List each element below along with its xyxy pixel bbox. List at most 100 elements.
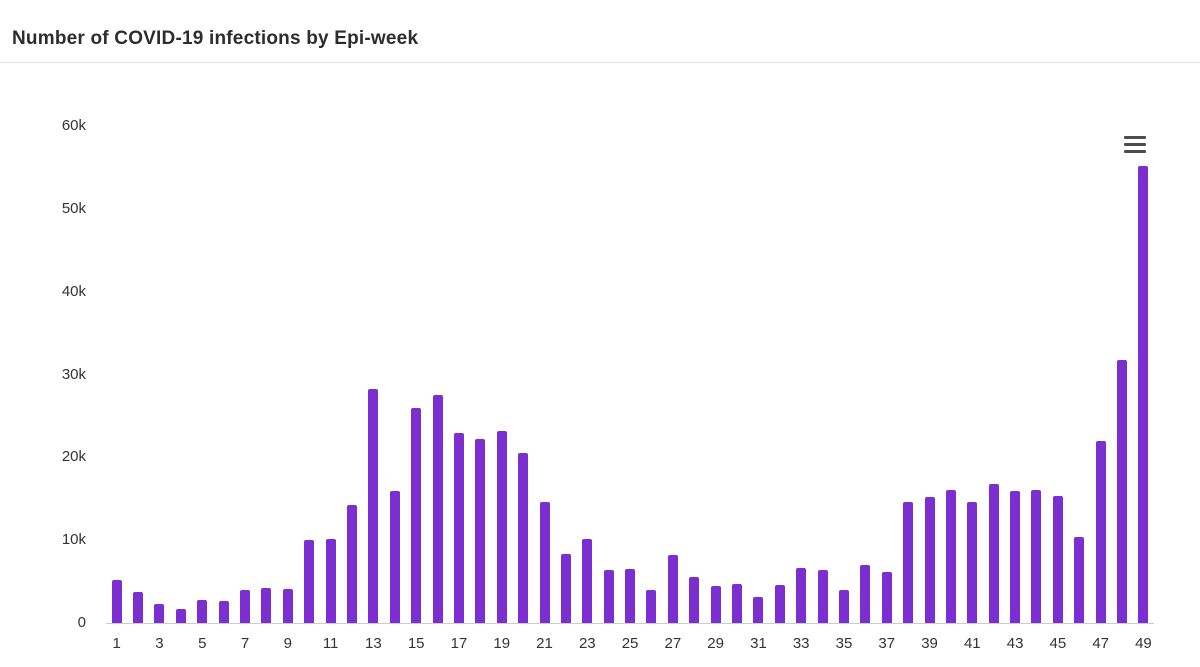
bar-week-26[interactable] [646,589,657,623]
bar-week-14[interactable] [389,491,400,623]
bar-slot [470,126,491,623]
bar-week-5[interactable] [197,599,208,623]
x-tick-label: 15 [407,635,425,652]
bar-week-13[interactable] [368,389,379,623]
x-tick-label [127,635,148,652]
chart-context-menu-button[interactable] [1124,136,1146,153]
bar-week-25[interactable] [625,569,636,623]
x-tick-label [983,635,1004,652]
bar-week-9[interactable] [282,589,293,623]
bar-week-36[interactable] [860,565,871,623]
bar-slot [127,126,148,623]
bar-week-42[interactable] [988,483,999,623]
x-tick-label [769,635,790,652]
bar-slot [1090,126,1111,623]
bar-week-6[interactable] [218,601,229,623]
hamburger-icon [1124,143,1146,146]
bar-slot [1069,126,1090,623]
x-tick-label: 43 [1006,635,1024,652]
bar-week-10[interactable] [304,540,315,623]
y-tick-label: 30k [61,365,86,383]
x-tick-label [940,635,961,652]
bar-week-18[interactable] [475,439,486,623]
x-tick-label [1111,635,1132,652]
x-tick-label [512,635,533,652]
bar-week-34[interactable] [817,570,828,623]
y-tick-label: 10k [61,531,86,549]
x-tick-label [598,635,619,652]
bar-week-29[interactable] [710,585,721,623]
bar-week-21[interactable] [539,502,550,623]
bar-slot [320,126,341,623]
bar-week-22[interactable] [560,554,571,623]
x-tick-label [170,635,191,652]
bar-week-44[interactable] [1031,489,1042,623]
bar-slot [1133,126,1154,623]
bar-week-38[interactable] [903,502,914,623]
bar-week-41[interactable] [967,502,978,623]
bar-week-45[interactable] [1052,496,1063,623]
bar-week-35[interactable] [838,589,849,623]
x-tick-label [1026,635,1047,652]
bar-slot [619,126,640,623]
bar-week-47[interactable] [1095,440,1106,623]
x-tick-label: 41 [963,635,981,652]
bar-slot [341,126,362,623]
bar-week-39[interactable] [924,497,935,623]
x-tick-label [256,635,277,652]
bar-week-4[interactable] [175,608,186,623]
covid-bar-chart: 0 10k 20k 30k 40k 50k 60k 1 3 5 7 9 11 13 15 17 19 21 23 2… [0,63,1200,667]
bar-week-27[interactable] [667,555,678,623]
bar-week-40[interactable] [945,490,956,623]
bar-week-37[interactable] [881,571,892,623]
bar-slot [962,126,983,623]
bar-week-28[interactable] [689,577,700,623]
x-tick-label [812,635,833,652]
plot-area [106,126,1154,624]
bar-week-49[interactable] [1138,165,1149,623]
bar-week-1[interactable] [111,579,122,623]
bar-slot [598,126,619,623]
bar-slot [705,126,726,623]
bar-week-30[interactable] [732,584,743,623]
bar-week-43[interactable] [1010,491,1021,623]
bar-slot [769,126,790,623]
bar-week-19[interactable] [496,430,507,623]
bar-week-8[interactable] [261,588,272,623]
bar-week-7[interactable] [240,589,251,623]
bar-week-2[interactable] [133,591,144,623]
bar-week-48[interactable] [1117,359,1128,623]
x-tick-label: 23 [578,635,596,652]
bar-slot [234,126,255,623]
bar-week-12[interactable] [346,505,357,623]
bar-week-11[interactable] [325,538,336,623]
bar-slot [192,126,213,623]
bar-week-32[interactable] [774,584,785,623]
x-tick-label: 49 [1135,635,1152,652]
bar-week-3[interactable] [154,603,165,623]
bar-week-17[interactable] [453,433,464,623]
x-tick-label [213,635,234,652]
bar-week-24[interactable] [603,570,614,623]
x-tick-label [684,635,705,652]
x-tick-label [641,635,662,652]
y-tick-label: 50k [61,199,86,217]
bar-week-23[interactable] [582,539,593,623]
x-axis: 1 3 5 7 9 11 13 15 17 19 21 23 25 27 29 31 33 35 37 39 41 43 4… [106,635,1154,652]
bar-slot [106,126,127,623]
hamburger-icon [1124,136,1146,139]
y-tick-label: 60k [61,117,86,134]
bar-week-15[interactable] [411,407,422,623]
y-tick-label: 20k [61,448,86,466]
bar-week-31[interactable] [753,596,764,623]
bar-slot [684,126,705,623]
bar-week-20[interactable] [518,453,529,623]
x-tick-label: 45 [1049,635,1067,652]
bar-week-16[interactable] [432,395,443,623]
bar-slot [277,126,298,623]
x-tick-label [726,635,747,652]
bar-slot [256,126,277,623]
x-tick-label [427,635,448,652]
bar-week-33[interactable] [796,567,807,623]
bar-week-46[interactable] [1074,536,1085,623]
